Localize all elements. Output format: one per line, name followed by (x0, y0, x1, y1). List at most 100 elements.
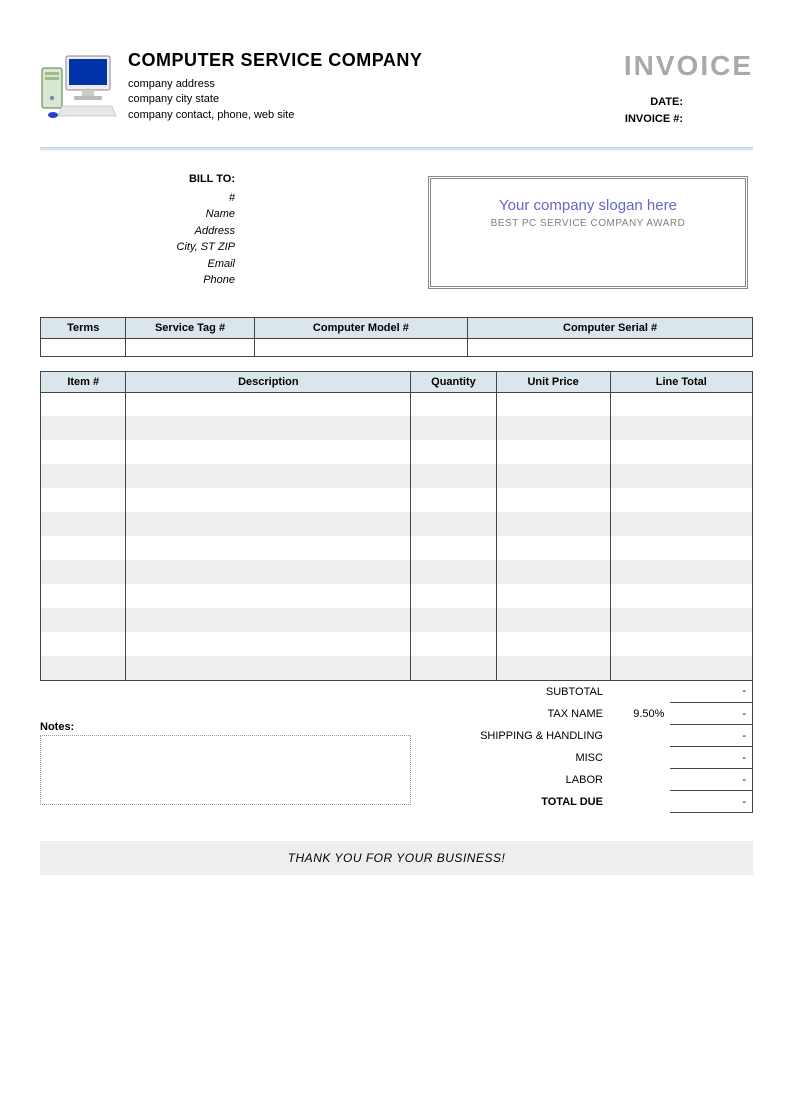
items-row (41, 536, 753, 560)
items-cell[interactable] (610, 512, 752, 536)
bill-to-phone: Phone (40, 272, 235, 289)
items-cell[interactable] (496, 560, 610, 584)
totals-mid (609, 747, 671, 769)
items-row (41, 512, 753, 536)
items-cell[interactable] (610, 584, 752, 608)
totals-mid (609, 681, 671, 703)
totals-row: TAX NAME9.50%- (411, 703, 753, 725)
items-cell[interactable] (126, 416, 411, 440)
items-cell[interactable] (411, 536, 496, 560)
items-row (41, 464, 753, 488)
company-info: COMPUTER SERVICE COMPANY company address… (120, 50, 553, 123)
totals-mid (609, 769, 671, 791)
totals-label: SUBTOTAL (411, 681, 609, 703)
totals-mid (609, 791, 671, 813)
items-cell[interactable] (411, 560, 496, 584)
items-cell[interactable] (126, 656, 411, 680)
items-cell[interactable] (41, 560, 126, 584)
totals-value: - (670, 747, 752, 769)
totals-label: MISC (411, 747, 609, 769)
items-cell[interactable] (496, 512, 610, 536)
items-cell[interactable] (126, 608, 411, 632)
totals-value: - (670, 703, 752, 725)
items-cell[interactable] (411, 632, 496, 656)
totals-value: - (670, 769, 752, 791)
company-city-state: company city state (128, 92, 553, 107)
slogan-box: Your company slogan here BEST PC SERVICE… (428, 176, 748, 289)
items-cell[interactable] (496, 632, 610, 656)
items-cell[interactable] (411, 416, 496, 440)
items-cell[interactable] (610, 632, 752, 656)
items-cell[interactable] (126, 440, 411, 464)
items-row (41, 488, 753, 512)
items-cell[interactable] (126, 488, 411, 512)
items-cell[interactable] (411, 488, 496, 512)
items-cell[interactable] (41, 416, 126, 440)
header: COMPUTER SERVICE COMPANY company address… (40, 50, 753, 127)
items-cell[interactable] (496, 392, 610, 416)
items-cell[interactable] (610, 536, 752, 560)
items-cell[interactable] (126, 512, 411, 536)
company-logo (40, 50, 120, 123)
notes-label: Notes: (40, 721, 411, 733)
items-cell[interactable] (610, 656, 752, 680)
items-cell[interactable] (610, 440, 752, 464)
items-cell[interactable] (610, 464, 752, 488)
items-cell[interactable] (41, 536, 126, 560)
items-cell[interactable] (610, 608, 752, 632)
totals-mid (609, 725, 671, 747)
items-cell[interactable] (496, 464, 610, 488)
bill-to-city-zip: City, ST ZIP (40, 239, 235, 256)
items-cell[interactable] (411, 392, 496, 416)
items-row (41, 392, 753, 416)
items-cell[interactable] (411, 608, 496, 632)
totals-label: LABOR (411, 769, 609, 791)
items-col-description: Description (126, 371, 411, 392)
items-cell[interactable] (411, 464, 496, 488)
items-cell[interactable] (496, 536, 610, 560)
items-table: Item # Description Quantity Unit Price L… (40, 371, 753, 681)
items-cell[interactable] (41, 512, 126, 536)
specs-col-serial: Computer Serial # (468, 317, 753, 338)
items-cell[interactable] (411, 584, 496, 608)
items-cell[interactable] (496, 440, 610, 464)
items-cell[interactable] (41, 632, 126, 656)
items-cell[interactable] (496, 416, 610, 440)
items-cell[interactable] (610, 416, 752, 440)
items-cell[interactable] (496, 488, 610, 512)
items-cell[interactable] (126, 560, 411, 584)
items-cell[interactable] (41, 584, 126, 608)
items-cell[interactable] (610, 488, 752, 512)
totals-row: SUBTOTAL- (411, 681, 753, 703)
items-cell[interactable] (610, 392, 752, 416)
items-cell[interactable] (496, 656, 610, 680)
items-cell[interactable] (126, 464, 411, 488)
items-cell[interactable] (610, 560, 752, 584)
items-cell[interactable] (126, 536, 411, 560)
items-cell[interactable] (41, 608, 126, 632)
items-cell[interactable] (41, 464, 126, 488)
items-cell[interactable] (411, 440, 496, 464)
items-cell[interactable] (41, 488, 126, 512)
items-cell[interactable] (41, 392, 126, 416)
specs-row (41, 338, 753, 356)
items-cell[interactable] (126, 632, 411, 656)
notes-box[interactable] (40, 735, 411, 805)
bill-to-title: BILL TO: (40, 171, 235, 188)
items-cell[interactable] (126, 392, 411, 416)
items-cell[interactable] (41, 440, 126, 464)
items-cell[interactable] (41, 656, 126, 680)
bill-to-address: Address (40, 223, 235, 240)
totals-area: SUBTOTAL-TAX NAME9.50%-SHIPPING & HANDLI… (411, 681, 753, 814)
specs-table: Terms Service Tag # Computer Model # Com… (40, 317, 753, 357)
totals-row: LABOR - (411, 769, 753, 791)
bill-to-block: BILL TO: # Name Address City, ST ZIP Ema… (40, 171, 260, 289)
totals-value: - (670, 725, 752, 747)
thank-you-bar: THANK YOU FOR YOUR BUSINESS! (40, 841, 753, 875)
company-name: COMPUTER SERVICE COMPANY (128, 50, 553, 71)
items-cell[interactable] (496, 584, 610, 608)
items-cell[interactable] (496, 608, 610, 632)
items-cell[interactable] (126, 584, 411, 608)
items-cell[interactable] (411, 656, 496, 680)
items-cell[interactable] (411, 512, 496, 536)
